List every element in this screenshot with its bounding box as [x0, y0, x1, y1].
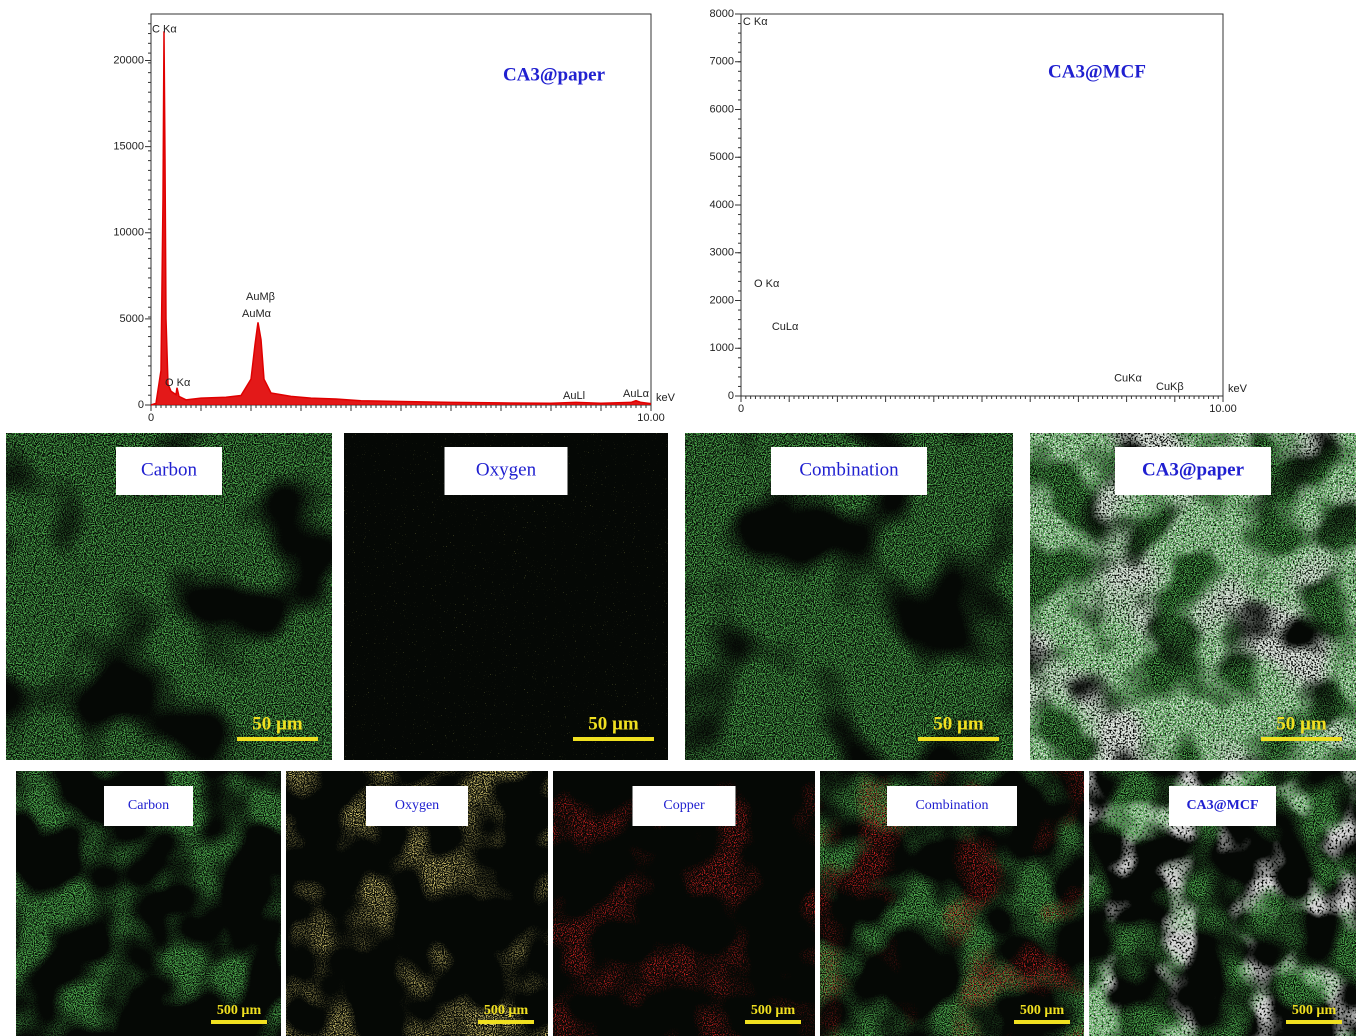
scale-label: 500 µm: [751, 1003, 796, 1018]
scale-label: 500 µm: [217, 1003, 262, 1018]
peak-label: CuLα: [772, 321, 799, 333]
peak-label: O Kα: [754, 278, 780, 290]
y-tick-label: 7000: [710, 56, 734, 68]
scale-label: 500 µm: [1292, 1003, 1337, 1018]
panel-label: Carbon: [128, 798, 169, 813]
y-tick-label: 15000: [113, 141, 144, 153]
map-panel: Oxygen 500 µm: [286, 771, 548, 1036]
panel-label: CA3@paper: [1142, 459, 1245, 480]
scale-label: 50 µm: [588, 713, 639, 734]
chart-label: CA3@MCF: [1048, 61, 1146, 82]
y-tick-label: 3000: [710, 247, 734, 259]
panel-label: Copper: [663, 798, 705, 813]
map-panel: CA3@MCF 500 µm: [1089, 771, 1356, 1036]
y-tick-label: 0: [728, 390, 734, 402]
peak-label: C Kα: [152, 23, 177, 35]
map-panel: Copper 500 µm: [553, 771, 815, 1036]
peak-label: O Kα: [165, 377, 191, 389]
spectrum-line: [151, 31, 651, 405]
panel-label: Combination: [915, 798, 988, 813]
panel-label: Oxygen: [395, 798, 439, 813]
peak-label: C Kα: [743, 16, 768, 28]
map-panel: Carbon 50 µm: [6, 433, 332, 760]
peak-label: AuLl: [563, 390, 585, 402]
scale-label: 50 µm: [252, 713, 303, 734]
y-tick-label: 10000: [113, 227, 144, 239]
x-tick-label: 10.00: [1209, 403, 1237, 415]
panel-label: Carbon: [141, 459, 197, 480]
map-panel: Combination 500 µm: [820, 771, 1084, 1036]
chart-label: CA3@paper: [503, 64, 606, 85]
plot-frame: [741, 14, 1223, 396]
map-panel: Oxygen 50 µm: [344, 433, 668, 760]
y-tick-label: 1000: [710, 342, 734, 354]
peak-label: CuKβ: [1156, 381, 1184, 393]
scale-label: 50 µm: [933, 713, 984, 734]
y-tick-label: 4000: [710, 199, 734, 211]
peak-label: AuLα: [623, 388, 650, 400]
peak-label: CuKα: [1114, 373, 1142, 385]
x-tick-label: 0: [148, 412, 154, 424]
peak-label: AuMβ: [246, 291, 275, 303]
panel-label: CA3@MCF: [1186, 798, 1258, 813]
peak-label: AuMα: [242, 308, 272, 320]
map-panel: Combination 50 µm: [685, 433, 1013, 760]
y-tick-label: 2000: [710, 294, 734, 306]
x-axis-label: keV: [1228, 383, 1248, 395]
y-tick-label: 0: [138, 399, 144, 411]
map-panel: CA3@paper 50 µm: [1030, 433, 1356, 760]
figure: 05000100001500020000010.00keVCA3@paperC …: [0, 0, 1356, 1036]
scale-label: 50 µm: [1276, 713, 1327, 734]
map-panel: Carbon 500 µm: [16, 771, 281, 1036]
x-tick-label: 10.00: [637, 412, 665, 424]
panel-label: Combination: [799, 459, 899, 480]
y-tick-label: 8000: [710, 8, 734, 20]
spectrum-area: [151, 31, 651, 405]
panel-label: Oxygen: [476, 459, 537, 480]
y-tick-label: 6000: [710, 103, 734, 115]
scale-label: 500 µm: [1020, 1003, 1065, 1018]
y-tick-label: 5000: [120, 313, 144, 325]
x-axis-label: keV: [656, 392, 676, 404]
scale-label: 500 µm: [484, 1003, 529, 1018]
x-tick-label: 0: [738, 403, 744, 415]
y-tick-label: 5000: [710, 151, 734, 163]
y-tick-label: 20000: [113, 54, 144, 66]
